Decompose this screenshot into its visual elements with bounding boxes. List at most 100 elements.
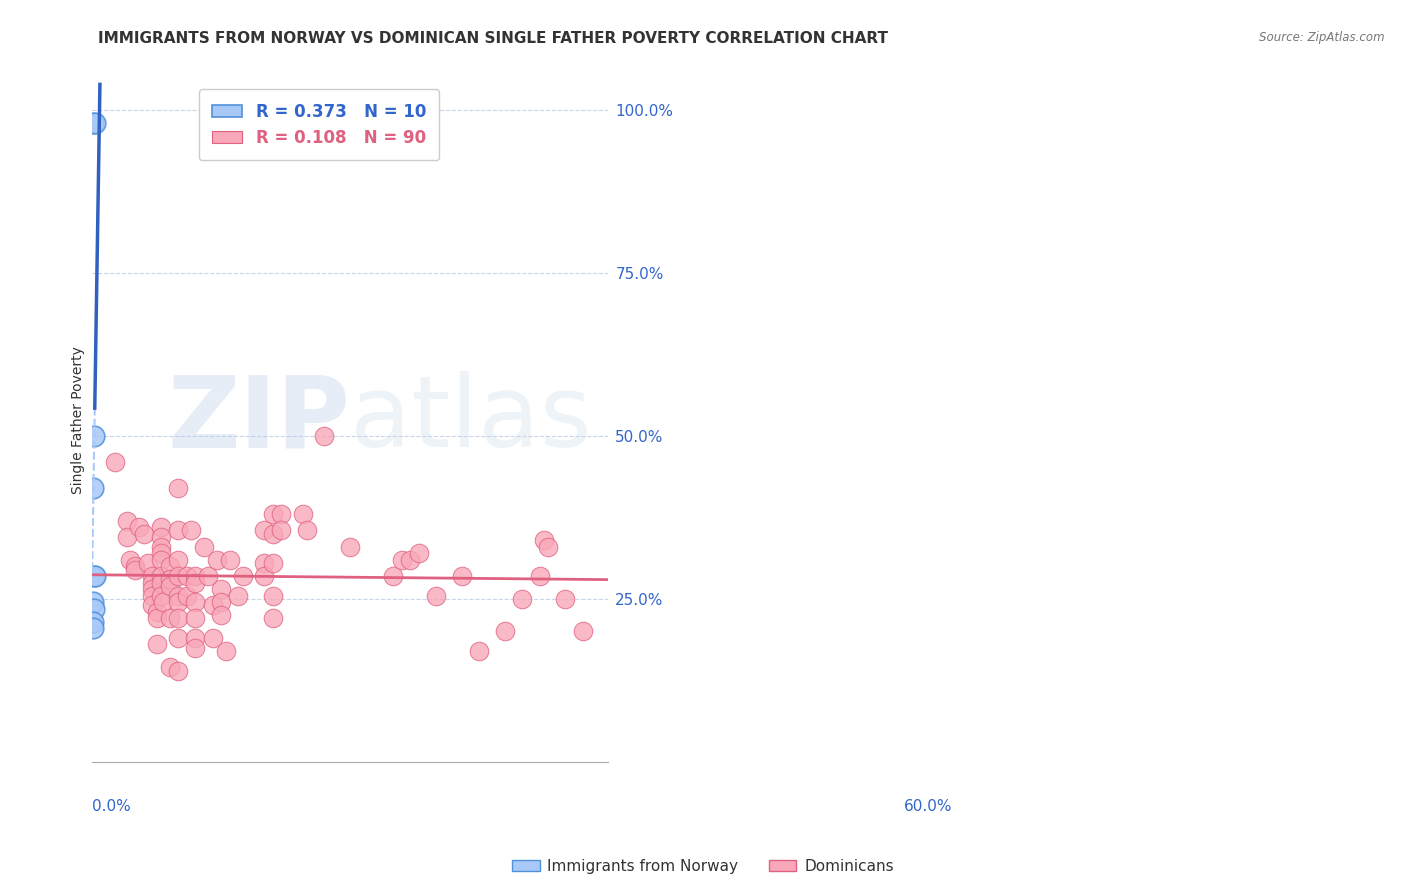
Point <box>262 589 284 603</box>
Point <box>128 520 150 534</box>
Point <box>118 553 141 567</box>
Text: IMMIGRANTS FROM NORWAY VS DOMINICAN SINGLE FATHER POVERTY CORRELATION CHART: IMMIGRANTS FROM NORWAY VS DOMINICAN SING… <box>98 31 889 46</box>
Point <box>150 530 173 544</box>
Point <box>167 589 190 603</box>
Point <box>253 524 276 538</box>
Point <box>270 524 292 538</box>
Point <box>115 514 138 528</box>
Legend: Immigrants from Norway, Dominicans: Immigrants from Norway, Dominicans <box>506 853 900 880</box>
Point <box>159 559 181 574</box>
Point <box>468 644 491 658</box>
Point <box>145 637 167 651</box>
Point <box>253 556 276 570</box>
Point <box>201 599 224 613</box>
Point <box>82 481 104 495</box>
Point <box>83 601 105 615</box>
Point <box>83 569 105 583</box>
Point <box>554 591 576 606</box>
Point <box>262 526 284 541</box>
Point <box>150 546 173 560</box>
Point <box>167 611 190 625</box>
Point <box>167 595 190 609</box>
Point <box>159 611 181 625</box>
Point <box>141 589 163 603</box>
Text: 0.0%: 0.0% <box>93 799 131 814</box>
Legend: R = 0.373   N = 10, R = 0.108   N = 90: R = 0.373 N = 10, R = 0.108 N = 90 <box>200 89 440 161</box>
Point <box>180 524 202 538</box>
Point <box>218 553 240 567</box>
Point <box>399 553 422 567</box>
Point <box>152 595 174 609</box>
Point <box>184 640 207 655</box>
Point <box>150 589 173 603</box>
Point <box>141 582 163 596</box>
Point <box>339 540 361 554</box>
Point <box>176 569 198 583</box>
Point <box>209 582 232 596</box>
Point <box>291 507 314 521</box>
Point <box>193 540 215 554</box>
Point <box>136 556 159 570</box>
Point <box>494 624 516 639</box>
Point <box>167 524 190 538</box>
Point <box>297 524 319 538</box>
Point <box>115 530 138 544</box>
Point <box>82 615 104 629</box>
Point <box>167 481 190 495</box>
Point <box>571 624 593 639</box>
Point <box>145 611 167 625</box>
Point <box>533 533 555 548</box>
Point <box>159 579 181 593</box>
Point <box>184 631 207 645</box>
Point <box>159 660 181 674</box>
Point <box>141 575 163 590</box>
Point <box>214 644 236 658</box>
Point <box>425 589 447 603</box>
Point <box>145 605 167 619</box>
Point <box>82 116 104 130</box>
Point <box>124 559 146 574</box>
Point <box>537 540 560 554</box>
Point <box>228 589 250 603</box>
Point <box>141 599 163 613</box>
Text: ZIP: ZIP <box>167 371 350 468</box>
Point <box>176 589 198 603</box>
Point <box>150 569 173 583</box>
Point <box>83 116 105 130</box>
Point <box>82 595 104 609</box>
Point <box>184 569 207 583</box>
Point <box>124 562 146 576</box>
Point <box>83 569 105 583</box>
Point <box>270 507 292 521</box>
Point <box>451 569 474 583</box>
Point <box>141 569 163 583</box>
Point <box>510 591 533 606</box>
Point <box>167 569 190 583</box>
Point <box>104 455 127 469</box>
Point <box>167 631 190 645</box>
Point <box>262 611 284 625</box>
Point <box>262 507 284 521</box>
Point <box>314 429 336 443</box>
Point <box>382 569 405 583</box>
Point <box>150 520 173 534</box>
Point <box>209 595 232 609</box>
Y-axis label: Single Father Poverty: Single Father Poverty <box>72 346 86 493</box>
Point <box>253 569 276 583</box>
Point <box>150 540 173 554</box>
Point <box>205 553 228 567</box>
Point <box>232 569 254 583</box>
Point <box>184 595 207 609</box>
Point <box>209 608 232 623</box>
Text: 60.0%: 60.0% <box>904 799 952 814</box>
Point <box>150 553 173 567</box>
Point <box>262 556 284 570</box>
Point <box>529 569 551 583</box>
Point <box>167 553 190 567</box>
Point <box>201 631 224 645</box>
Text: atlas: atlas <box>350 371 592 468</box>
Point <box>82 621 104 635</box>
Point <box>184 611 207 625</box>
Point <box>408 546 430 560</box>
Point <box>184 575 207 590</box>
